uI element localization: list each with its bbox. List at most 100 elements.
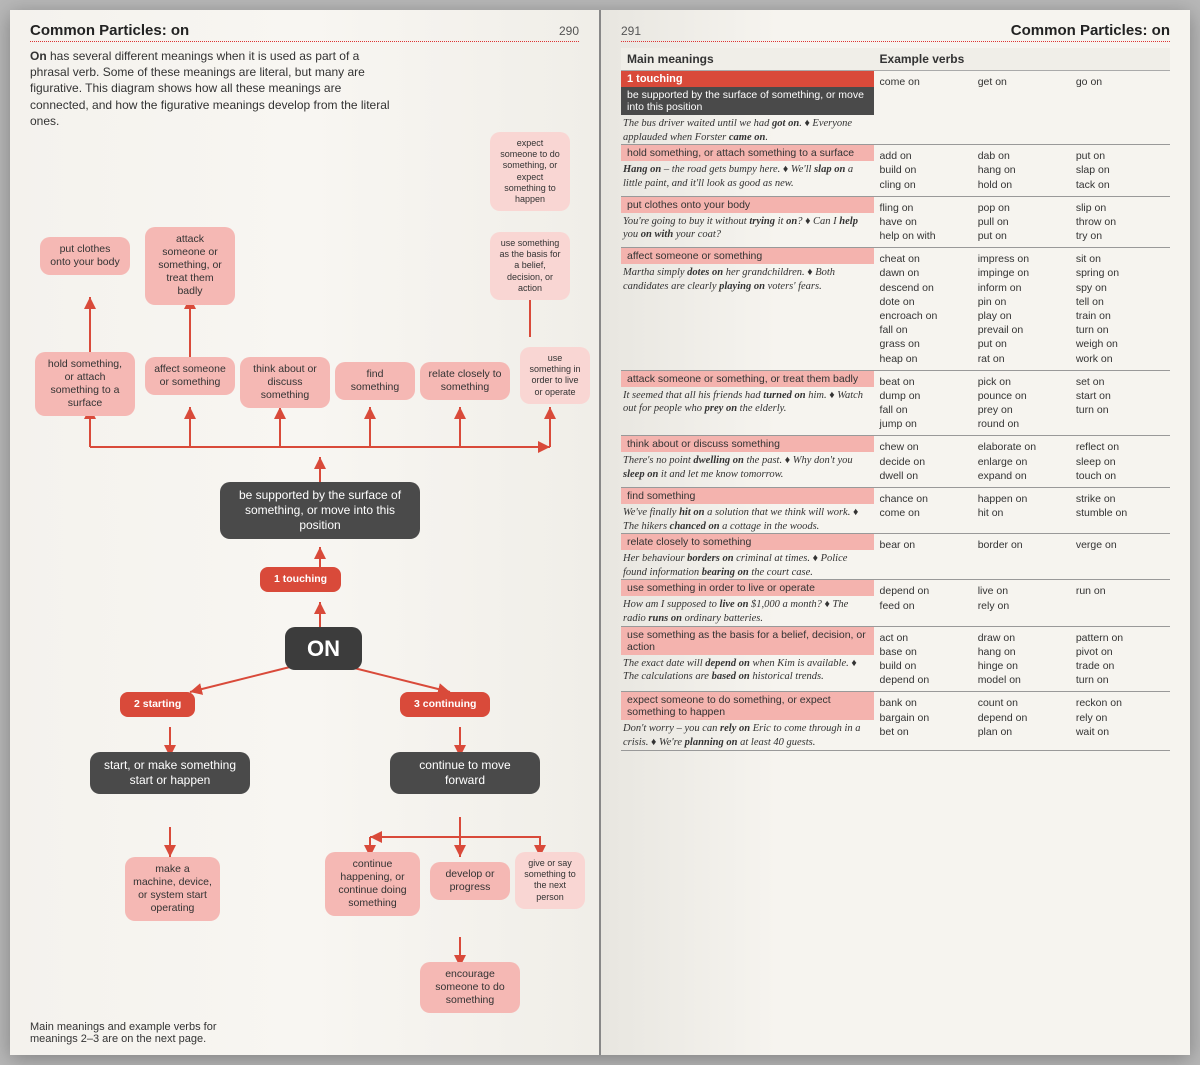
verb-column: pop onpull onput on bbox=[978, 201, 1066, 244]
intro-text: On has several different meanings when i… bbox=[30, 48, 390, 129]
verb-item: pounce on bbox=[978, 389, 1066, 403]
verb-column: beat ondump onfall onjump on bbox=[880, 375, 968, 432]
verb-item: chance on bbox=[880, 492, 968, 506]
verb-item: impress on bbox=[978, 252, 1066, 266]
example-text: Martha simply dotes on her grandchildren… bbox=[621, 264, 874, 293]
verb-column: bear on bbox=[880, 538, 968, 552]
verb-column: reflect onsleep ontouch on bbox=[1076, 440, 1164, 483]
verb-column: border on bbox=[978, 538, 1066, 552]
verb-item: grass on bbox=[880, 337, 968, 351]
verb-item: pick on bbox=[978, 375, 1066, 389]
verb-item: plan on bbox=[978, 725, 1066, 739]
verb-column: strike onstumble on bbox=[1076, 492, 1164, 520]
right-page: 291 Common Particles: on Main meanings E… bbox=[601, 10, 1190, 1055]
meaning-head: expect someone to do something, or expec… bbox=[621, 692, 874, 720]
meaning-head: think about or discuss something bbox=[621, 436, 874, 452]
node-use-basis: use something as the basis for a belief,… bbox=[490, 232, 570, 300]
meaning-head: find something bbox=[621, 488, 874, 504]
verb-item: impinge on bbox=[978, 266, 1066, 280]
verb-item: jump on bbox=[880, 417, 968, 431]
verb-item: expand on bbox=[978, 469, 1066, 483]
node-put-clothes: put clothes onto your body bbox=[40, 237, 130, 275]
left-page: Common Particles: on 290 On has several … bbox=[10, 10, 601, 1055]
verb-item: hang on bbox=[978, 163, 1066, 177]
table-row: use something as the basis for a belief,… bbox=[621, 626, 1170, 692]
verb-item: rat on bbox=[978, 352, 1066, 366]
verb-item: base on bbox=[880, 645, 968, 659]
example-text: It seemed that all his friends had turne… bbox=[621, 387, 874, 416]
example-text: There's no point dwelling on the past. ♦… bbox=[621, 452, 874, 481]
verb-column: sit onspring onspy ontell ontrain onturn… bbox=[1076, 252, 1164, 365]
verb-item: fling on bbox=[880, 201, 968, 215]
node-cont-move: continue to move forward bbox=[390, 752, 540, 794]
verb-item: encroach on bbox=[880, 309, 968, 323]
node-find: find something bbox=[335, 362, 415, 400]
example-text: We've finally hit on a solution that we … bbox=[621, 504, 874, 533]
verb-column: pick onpounce onprey onround on bbox=[978, 375, 1066, 432]
table-row: find somethingWe've finally hit on a sol… bbox=[621, 487, 1170, 533]
verb-item: border on bbox=[978, 538, 1066, 552]
verb-item: run on bbox=[1076, 584, 1164, 598]
verb-item: bargain on bbox=[880, 711, 968, 725]
example-text: How am I supposed to live on $1,000 a mo… bbox=[621, 596, 874, 625]
verb-item: set on bbox=[1076, 375, 1164, 389]
verb-item: go on bbox=[1076, 75, 1164, 89]
verb-item: depend on bbox=[880, 584, 968, 598]
verb-item: put on bbox=[978, 229, 1066, 243]
verb-column: come on bbox=[880, 75, 968, 89]
right-pagenum: 291 bbox=[621, 24, 641, 38]
right-header: 291 Common Particles: on bbox=[621, 22, 1170, 42]
verb-column: pattern onpivot ontrade onturn on bbox=[1076, 631, 1164, 688]
verb-item: hinge on bbox=[978, 659, 1066, 673]
verb-item: put on bbox=[1076, 149, 1164, 163]
table-row: put clothes onto your bodyYou're going t… bbox=[621, 196, 1170, 248]
node-relate: relate closely to something bbox=[420, 362, 510, 400]
verb-item: add on bbox=[880, 149, 968, 163]
table-row: think about or discuss somethingThere's … bbox=[621, 436, 1170, 488]
verb-item: prey on bbox=[978, 403, 1066, 417]
example-text: Don't worry – you can rely on Eric to co… bbox=[621, 720, 874, 749]
table-row: expect someone to do something, or expec… bbox=[621, 692, 1170, 750]
verb-column: live onrely on bbox=[978, 584, 1066, 612]
verb-column: slip onthrow ontry on bbox=[1076, 201, 1164, 244]
table-row: affect someone or somethingMartha simply… bbox=[621, 248, 1170, 370]
meaning-head: relate closely to something bbox=[621, 534, 874, 550]
example-text: Hang on – the road gets bumpy here. ♦ We… bbox=[621, 161, 874, 190]
node-starting: 2 starting bbox=[120, 692, 195, 717]
verb-item: dwell on bbox=[880, 469, 968, 483]
node-make-machine: make a machine, device, or system start … bbox=[125, 857, 220, 922]
verb-item: work on bbox=[1076, 352, 1164, 366]
verb-item: tack on bbox=[1076, 178, 1164, 192]
verb-column: run on bbox=[1076, 584, 1164, 612]
verb-item: pattern on bbox=[1076, 631, 1164, 645]
left-pagenum: 290 bbox=[559, 24, 579, 38]
node-encourage: encourage someone to do something bbox=[420, 962, 520, 1013]
verb-column: elaborate onenlarge onexpand on bbox=[978, 440, 1066, 483]
verb-item: turn on bbox=[1076, 323, 1164, 337]
verb-item: happen on bbox=[978, 492, 1066, 506]
verb-item: turn on bbox=[1076, 403, 1164, 417]
verb-item: come on bbox=[880, 75, 968, 89]
verb-item: hang on bbox=[978, 645, 1066, 659]
meaning-head: use something in order to live or operat… bbox=[621, 580, 874, 596]
verb-item: reflect on bbox=[1076, 440, 1164, 454]
node-supported: be supported by the surface of something… bbox=[220, 482, 420, 539]
verb-item: build on bbox=[880, 163, 968, 177]
verb-item: pivot on bbox=[1076, 645, 1164, 659]
verb-item: decide on bbox=[880, 455, 968, 469]
verb-column: dab onhang onhold on bbox=[978, 149, 1066, 192]
node-affect: affect someone or something bbox=[145, 357, 235, 395]
verb-column: happen onhit on bbox=[978, 492, 1066, 520]
verb-column: draw onhang onhinge onmodel on bbox=[978, 631, 1066, 688]
verb-item: draw on bbox=[978, 631, 1066, 645]
meaning-head: be supported by the surface of something… bbox=[621, 87, 874, 115]
example-text: You're going to buy it without trying it… bbox=[621, 213, 874, 242]
node-expect: expect someone to do something, or expec… bbox=[490, 132, 570, 212]
verb-item: dump on bbox=[880, 389, 968, 403]
verb-item: pop on bbox=[978, 201, 1066, 215]
verb-item: play on bbox=[978, 309, 1066, 323]
table-row: 1 touchingbe supported by the surface of… bbox=[621, 71, 1170, 145]
verb-item: try on bbox=[1076, 229, 1164, 243]
node-use-live: use something in order to live or operat… bbox=[520, 347, 590, 404]
verb-item: inform on bbox=[978, 281, 1066, 295]
